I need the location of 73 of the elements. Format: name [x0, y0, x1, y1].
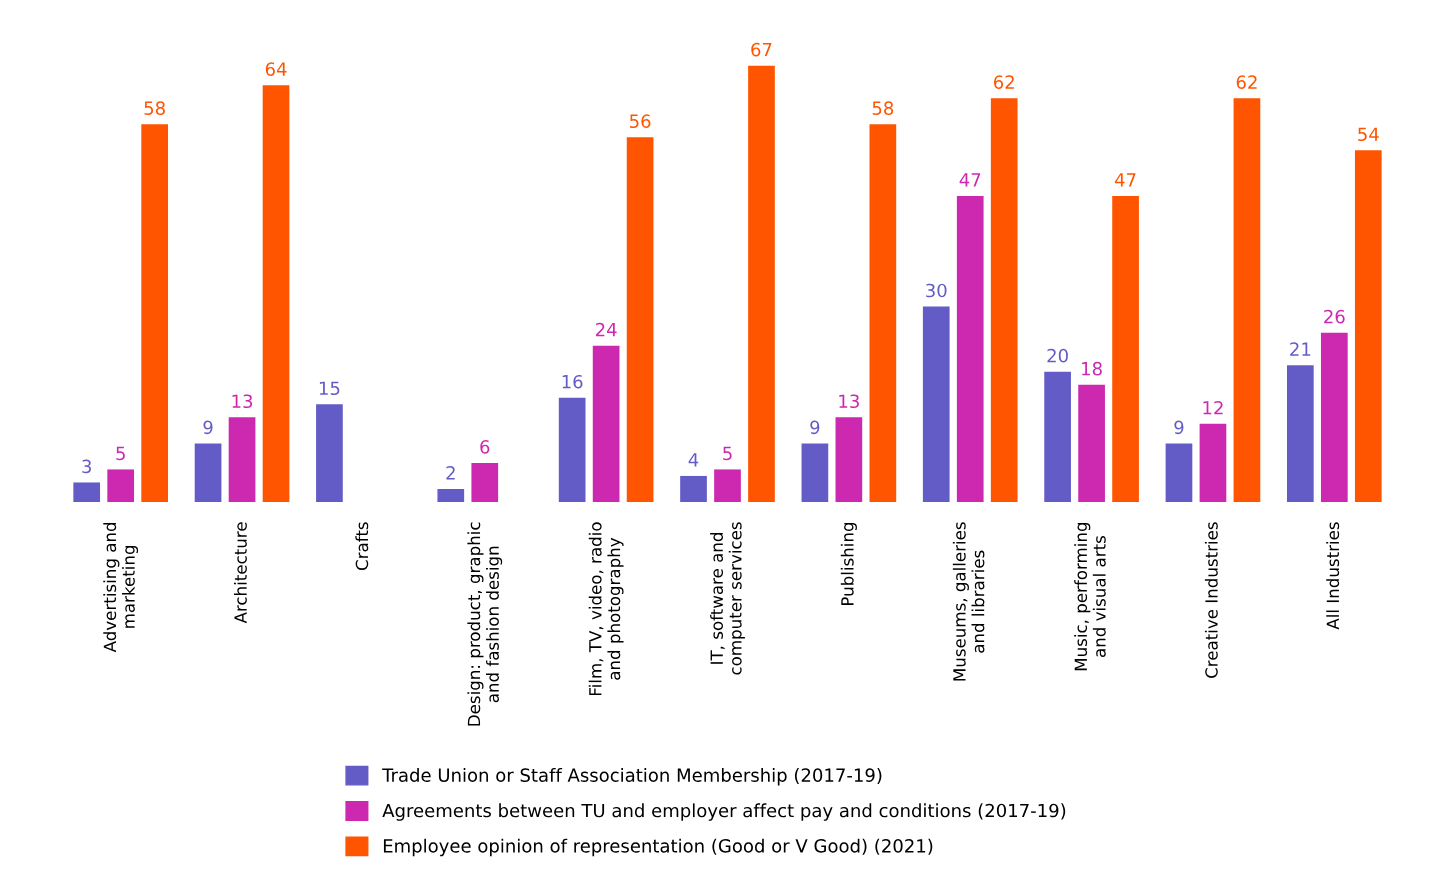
data-label: 13	[232, 394, 253, 409]
bar	[1354, 150, 1382, 502]
bar	[1286, 365, 1314, 502]
bar	[714, 469, 741, 502]
data-label: 67	[751, 42, 772, 57]
bar	[922, 306, 950, 502]
bar	[1044, 371, 1071, 502]
data-label: 13	[839, 394, 859, 409]
data-label: 9	[203, 420, 213, 435]
bar	[869, 124, 897, 502]
bar	[748, 65, 775, 502]
data-label: 21	[1290, 342, 1311, 356]
bar	[1233, 98, 1261, 502]
data-label: 18	[1082, 361, 1102, 376]
bar	[990, 98, 1018, 502]
data-label: 6	[480, 440, 490, 454]
data-label: 64	[265, 62, 287, 76]
data-label: 26	[1324, 309, 1345, 324]
data-label: 56	[630, 114, 651, 129]
bar	[956, 195, 984, 502]
bar	[316, 404, 343, 502]
bar	[1112, 195, 1139, 502]
data-label: 30	[926, 283, 947, 298]
bar	[801, 443, 829, 502]
bar	[194, 443, 222, 502]
data-label: 54	[1358, 127, 1379, 142]
data-label: 2	[446, 466, 455, 480]
data-label: 47	[959, 173, 981, 187]
x-tick-label: All Industries	[1326, 522, 1340, 630]
x-tick-label: Crafts	[355, 522, 369, 570]
data-label: 62	[1236, 75, 1257, 89]
x-tick-label: Publishing	[840, 522, 857, 605]
bar	[471, 462, 499, 502]
x-tick-label: Advertising and marketing	[103, 522, 139, 653]
data-label: 3	[82, 459, 91, 474]
bar	[107, 469, 135, 502]
bar	[592, 345, 620, 502]
bar	[437, 488, 465, 502]
data-label: 15	[319, 381, 340, 396]
data-label: 47	[1114, 173, 1136, 187]
bar	[626, 137, 654, 502]
bar	[73, 482, 101, 502]
legend-label: Employee opinion of representation (Good or V Good) (2021)	[383, 838, 933, 857]
data-label: 20	[1047, 348, 1068, 363]
bar	[835, 417, 863, 502]
data-label: 9	[1174, 420, 1184, 435]
x-tick-label: Design: product, graphic and fashion design	[467, 522, 503, 726]
data-label: 5	[723, 446, 732, 461]
bar	[1165, 443, 1193, 502]
x-tick-label: Creative Industries	[1204, 522, 1218, 678]
data-label: 5	[116, 446, 125, 461]
data-label: 16	[562, 374, 583, 389]
legend-label: Trade Union or Staff Association Membership (2017-19)	[382, 768, 882, 786]
x-tick-label: Architecture	[233, 522, 247, 624]
bar	[228, 417, 256, 502]
legend-label: Agreements between TU and employer affect pay and conditions (2017-19)	[382, 803, 1066, 821]
data-label: 62	[993, 75, 1014, 89]
x-tick-label: Film, TV, video, radio and photography	[588, 522, 624, 696]
bar	[680, 475, 707, 502]
bar	[1320, 332, 1348, 502]
bar	[1078, 384, 1105, 502]
data-label: 9	[810, 420, 820, 435]
bar	[141, 124, 169, 502]
bar	[558, 397, 586, 502]
data-label: 58	[144, 101, 165, 115]
bar	[262, 85, 290, 502]
data-label: 24	[595, 322, 617, 337]
data-label: 58	[872, 101, 894, 115]
data-label: 4	[688, 453, 699, 467]
x-tick-label: Museums, galleries and libraries	[952, 522, 985, 681]
x-tick-label: IT, software and computer services	[710, 522, 745, 675]
data-label: 12	[1203, 400, 1223, 415]
bar	[1199, 423, 1227, 502]
